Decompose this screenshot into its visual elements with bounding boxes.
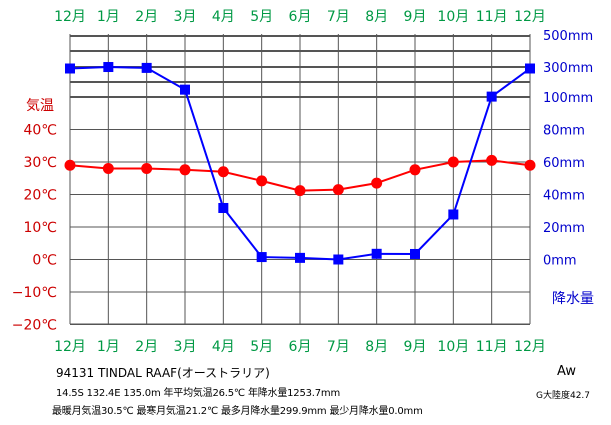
precipitation-tick-label: 500mm (543, 29, 593, 44)
precipitation-point (525, 63, 535, 74)
month-label-bottom: 4月 (212, 339, 235, 355)
precipitation-point (141, 62, 152, 73)
month-label-top: 12月 (514, 9, 546, 25)
precipitation-point (103, 62, 114, 73)
temperature-tick-label: 10℃ (23, 220, 57, 236)
month-label-top: 6月 (289, 9, 312, 25)
precipitation-tick-label: 60mm (543, 156, 585, 171)
month-label-top: 1月 (97, 9, 120, 25)
month-label-top: 12月 (54, 9, 86, 25)
precipitation-tick-label: 80mm (543, 124, 585, 139)
month-label-bottom: 12月 (54, 339, 86, 355)
precipitation-point (295, 252, 305, 263)
temperature-axis-title: 気温 (26, 98, 54, 114)
precipitation-tick-label: 0mm (543, 254, 577, 269)
temperature-point (524, 159, 536, 171)
precipitation-point (410, 248, 420, 259)
month-label-top: 4月 (212, 9, 235, 25)
month-label-bottom: 8月 (365, 339, 388, 355)
temperature-tick-label: 30℃ (23, 155, 57, 171)
temperature-tick-label: −20℃ (12, 318, 57, 334)
month-label-bottom: 10月 (437, 339, 469, 355)
station-summary: 14.5S 132.4E 135.0m 年平均気温26.5℃ 年降水量1253.… (56, 388, 341, 399)
temperature-point (217, 166, 229, 178)
precipitation-tick-label: 100mm (543, 91, 593, 106)
data-series (64, 62, 536, 265)
precipitation-point (333, 254, 344, 265)
temperature-point (179, 164, 191, 176)
month-label-bottom: 7月 (327, 339, 350, 355)
month-labels-bottom: 12月 1月 2月 3月 4月 5月 6月 7月 8月 9月 10月 11月 12月 (54, 339, 546, 355)
precipitation-point (180, 84, 190, 95)
month-label-top: 5月 (250, 9, 273, 25)
month-label-top: 7月 (327, 9, 350, 25)
temperature-tick-label: 20℃ (23, 188, 57, 204)
precipitation-tick-label: 40mm (543, 189, 585, 204)
month-label-top: 3月 (174, 9, 197, 25)
temperature-point (447, 156, 459, 168)
chart-grid (69, 34, 531, 325)
month-label-top: 8月 (365, 9, 388, 25)
precipitation-point (256, 252, 267, 263)
month-label-top: 11月 (476, 9, 508, 25)
precipitation-tick-label: 20mm (543, 221, 585, 236)
station-name: 94131 TINDAL RAAF(オーストラリア) (56, 366, 270, 380)
month-label-top: 2月 (135, 9, 158, 25)
temperature-point (332, 184, 344, 196)
temperature-point (256, 175, 268, 187)
station-extremes: 最暖月気温30.5℃ 最寒月気温21.2℃ 最多月降水量299.9mm 最少月降… (52, 406, 423, 417)
precipitation-tick-label: 300mm (543, 61, 593, 76)
month-label-top: 9月 (404, 9, 427, 25)
month-labels-top: 12月 1月 2月 3月 4月 5月 6月 7月 8月 9月 10月 11月 12月 (54, 9, 546, 25)
precipitation-point (486, 91, 497, 102)
precipitation-axis-title: 降水量 (552, 291, 594, 307)
temperature-point (409, 164, 421, 176)
month-label-top: 10月 (437, 9, 469, 25)
month-label-bottom: 1月 (97, 339, 120, 355)
temperature-point (141, 163, 153, 174)
month-label-bottom: 6月 (289, 339, 312, 355)
month-label-bottom: 2月 (135, 339, 158, 355)
temperature-axis-ticks: 40℃ 30℃ 20℃ 10℃ 0℃ −10℃ −20℃ (12, 123, 57, 334)
precipitation-point (65, 63, 75, 74)
month-label-bottom: 5月 (250, 339, 273, 355)
temperature-point (102, 163, 114, 174)
month-label-bottom: 12月 (514, 339, 546, 355)
temperature-point (64, 159, 76, 171)
month-label-bottom: 3月 (174, 339, 197, 355)
month-label-bottom: 11月 (476, 339, 508, 355)
temperature-tick-label: −10℃ (12, 285, 57, 301)
continentality-index: G大陸度42.7 (536, 391, 591, 401)
precipitation-axis-ticks: 500mm 300mm 100mm 80mm 60mm 40mm 20mm 0mm (543, 29, 593, 269)
temperature-point (294, 185, 306, 197)
temperature-point (486, 154, 498, 166)
precipitation-point (218, 202, 229, 213)
month-label-bottom: 9月 (404, 339, 427, 355)
temperature-tick-label: 0℃ (32, 253, 57, 269)
temperature-point (371, 177, 383, 189)
koppen-code: Aw (557, 364, 576, 379)
precipitation-point (371, 248, 382, 259)
precipitation-point (448, 209, 459, 220)
temperature-tick-label: 40℃ (23, 123, 57, 139)
